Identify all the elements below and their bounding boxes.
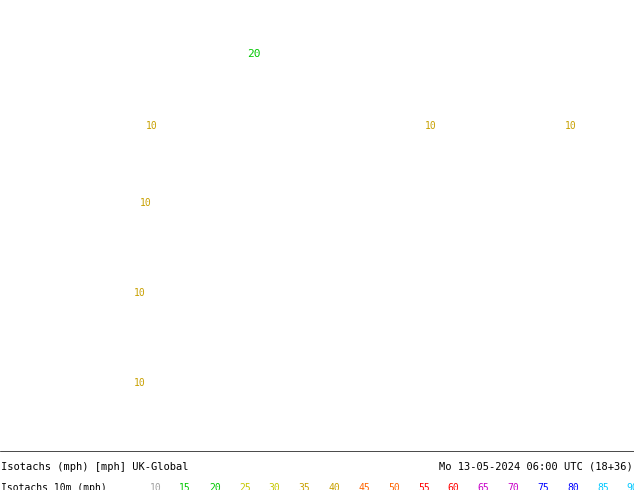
Text: 25: 25 bbox=[239, 483, 250, 490]
Text: 35: 35 bbox=[299, 483, 311, 490]
Text: 10: 10 bbox=[140, 198, 152, 208]
Text: 15: 15 bbox=[179, 483, 191, 490]
Text: 20: 20 bbox=[209, 483, 221, 490]
Text: 10: 10 bbox=[134, 288, 145, 298]
Text: 60: 60 bbox=[448, 483, 460, 490]
Text: 45: 45 bbox=[358, 483, 370, 490]
Text: 30: 30 bbox=[269, 483, 281, 490]
Text: 10: 10 bbox=[134, 378, 145, 388]
Text: 90: 90 bbox=[627, 483, 634, 490]
Text: 10: 10 bbox=[146, 121, 158, 131]
Text: 80: 80 bbox=[567, 483, 579, 490]
Text: 40: 40 bbox=[328, 483, 340, 490]
Text: 10: 10 bbox=[565, 121, 576, 131]
Text: 85: 85 bbox=[597, 483, 609, 490]
Text: 65: 65 bbox=[477, 483, 489, 490]
Text: 10: 10 bbox=[425, 121, 437, 131]
Text: 20: 20 bbox=[247, 49, 261, 59]
Text: Isotachs 10m (mph): Isotachs 10m (mph) bbox=[1, 483, 107, 490]
Text: Isotachs (mph) [mph] UK-Global: Isotachs (mph) [mph] UK-Global bbox=[1, 462, 189, 472]
Text: 50: 50 bbox=[388, 483, 400, 490]
Text: 70: 70 bbox=[507, 483, 519, 490]
Text: 10: 10 bbox=[150, 483, 161, 490]
Text: 75: 75 bbox=[538, 483, 549, 490]
Text: 55: 55 bbox=[418, 483, 430, 490]
Text: Mo 13-05-2024 06:00 UTC (18+36): Mo 13-05-2024 06:00 UTC (18+36) bbox=[439, 462, 633, 472]
